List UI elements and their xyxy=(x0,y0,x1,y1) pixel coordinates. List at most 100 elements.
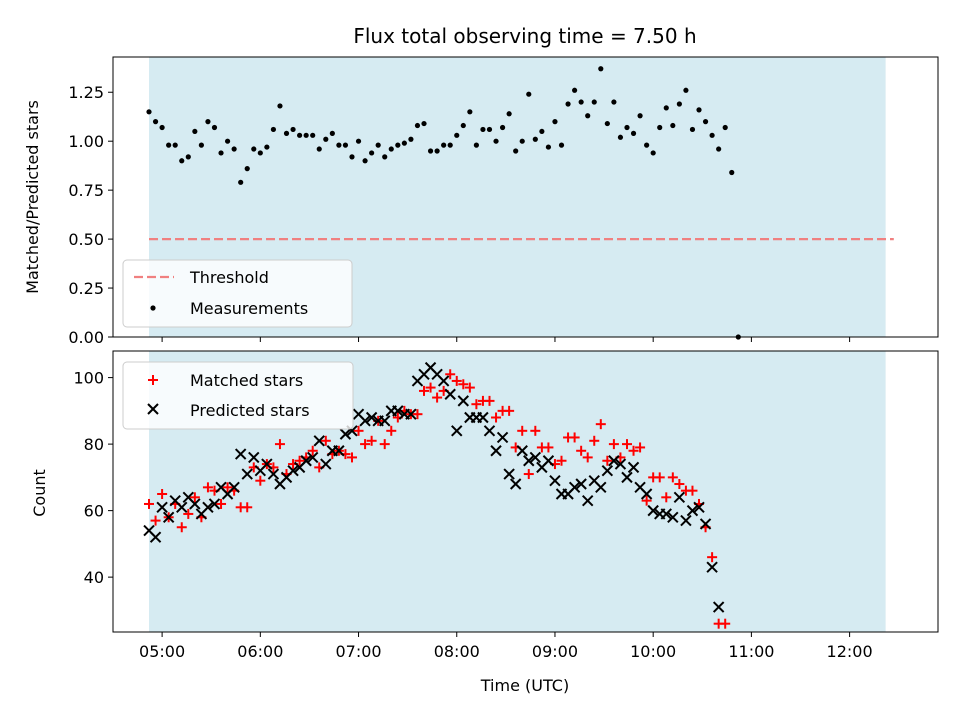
y-tick-label: 0.25 xyxy=(68,279,104,298)
matched-star-point xyxy=(667,472,678,483)
measurement-point xyxy=(513,148,519,154)
legend-threshold-label: Threshold xyxy=(189,268,269,287)
predicted-star-point xyxy=(451,425,463,437)
count-y-axis-ticks: 40 60 80 100 xyxy=(73,369,113,587)
y-tick-label: 0.75 xyxy=(68,181,104,200)
measurement-point xyxy=(729,169,735,176)
matched-star-point xyxy=(202,482,213,493)
measurement-point xyxy=(611,99,617,105)
measurement-point xyxy=(565,101,571,107)
predicted-star-point xyxy=(503,468,515,480)
predicted-star-point xyxy=(542,455,555,467)
predicted-star-point xyxy=(509,478,522,490)
predicted-star-point xyxy=(189,498,201,510)
matched-star-point xyxy=(641,495,652,506)
matched-star-point xyxy=(144,498,155,509)
measurement-point xyxy=(192,128,198,135)
measurement-point xyxy=(598,66,604,72)
matched-star-point xyxy=(451,375,462,386)
measurement-point xyxy=(552,119,558,125)
chart-title: Flux total observing time = 7.50 h xyxy=(353,24,696,48)
measurement-point xyxy=(369,150,375,156)
measurement-point xyxy=(539,128,545,135)
x-tick-label: 09:00 xyxy=(532,642,578,661)
measurement-point xyxy=(238,179,244,185)
y-tick-label: 0.00 xyxy=(68,328,104,347)
count-panel: 40 60 80 100 05:00 06:00 07:00 08:00 09:00 10:00… xyxy=(30,350,939,695)
count-axes-frame xyxy=(112,350,939,633)
matched-star-point xyxy=(458,379,469,390)
measurement-point xyxy=(447,142,453,148)
predicted-star-point xyxy=(359,415,371,427)
matched-star-point xyxy=(307,445,318,456)
ratio-axes-frame xyxy=(112,56,939,338)
predicted-star-point xyxy=(529,451,542,464)
matched-star-point xyxy=(543,442,554,453)
measurement-point xyxy=(231,146,237,152)
measurement-point xyxy=(467,109,473,115)
ratio-panel: Flux total observing time = 7.50 h 0.00 0… xyxy=(23,24,939,347)
matched-star-point xyxy=(569,432,580,443)
measurement-point xyxy=(401,140,407,146)
matched-star-point xyxy=(687,485,698,496)
measurement-point xyxy=(709,132,715,138)
matched-star-point xyxy=(602,455,613,466)
measurement-point xyxy=(532,136,538,142)
measurement-point xyxy=(224,138,231,144)
measurement-point xyxy=(676,101,682,107)
measurement-point xyxy=(159,124,165,131)
matched-star-point xyxy=(445,369,456,380)
predicted-star-point xyxy=(568,481,581,494)
measurement-point xyxy=(185,154,191,160)
predicted-star-point xyxy=(306,451,319,464)
x-tick-label: 07:00 xyxy=(335,642,381,661)
measurement-point xyxy=(303,132,309,138)
matched-star-point xyxy=(674,479,685,490)
measurement-point xyxy=(283,130,290,136)
measurement-point xyxy=(414,122,421,129)
matched-star-point xyxy=(216,498,227,509)
measurement-point xyxy=(388,146,394,152)
measurement-point xyxy=(251,146,257,152)
matched-star-point xyxy=(353,425,364,436)
predicted-star-point xyxy=(339,428,352,440)
predicted-star-point xyxy=(444,388,456,400)
predicted-star-point xyxy=(608,455,620,467)
predicted-star-point xyxy=(595,481,607,494)
y-tick-label: 60 xyxy=(84,502,104,521)
matched-star-point xyxy=(530,425,541,436)
matched-star-point xyxy=(294,455,305,466)
matched-star-point xyxy=(635,442,646,453)
measurement-point xyxy=(336,142,342,148)
measurement-point xyxy=(689,126,696,133)
predicted-star-point xyxy=(686,504,699,517)
count-legend: Matched stars Predicted stars xyxy=(122,361,354,430)
measurement-point xyxy=(316,146,322,152)
measurement-point xyxy=(696,107,702,113)
measurement-point xyxy=(480,126,486,133)
matched-star-point xyxy=(484,395,495,406)
matched-star-point xyxy=(320,435,331,446)
measurement-point xyxy=(257,150,263,156)
matched-star-point xyxy=(661,492,672,503)
matched-star-point xyxy=(595,419,606,430)
measurement-point xyxy=(702,119,709,125)
matched-star-point xyxy=(504,405,515,416)
measurement-point xyxy=(198,142,204,148)
y-tick-label: 80 xyxy=(84,435,104,454)
predicted-star-point xyxy=(162,511,175,523)
matched-star-point xyxy=(386,425,397,436)
count-y-axis-label: Count xyxy=(30,469,49,517)
predicted-star-point xyxy=(208,498,221,510)
measurement-point xyxy=(290,126,296,133)
measurement-point xyxy=(408,136,414,142)
x-tick-label: 12:00 xyxy=(827,642,873,661)
ratio-legend: Threshold Measurements xyxy=(122,259,353,328)
matched-star-point xyxy=(346,452,357,463)
predicted-star-point xyxy=(202,501,214,514)
x-tick-label: 05:00 xyxy=(139,642,185,661)
measurement-point xyxy=(152,119,159,125)
matched-star-point xyxy=(157,488,168,499)
measurement-point xyxy=(716,146,722,152)
